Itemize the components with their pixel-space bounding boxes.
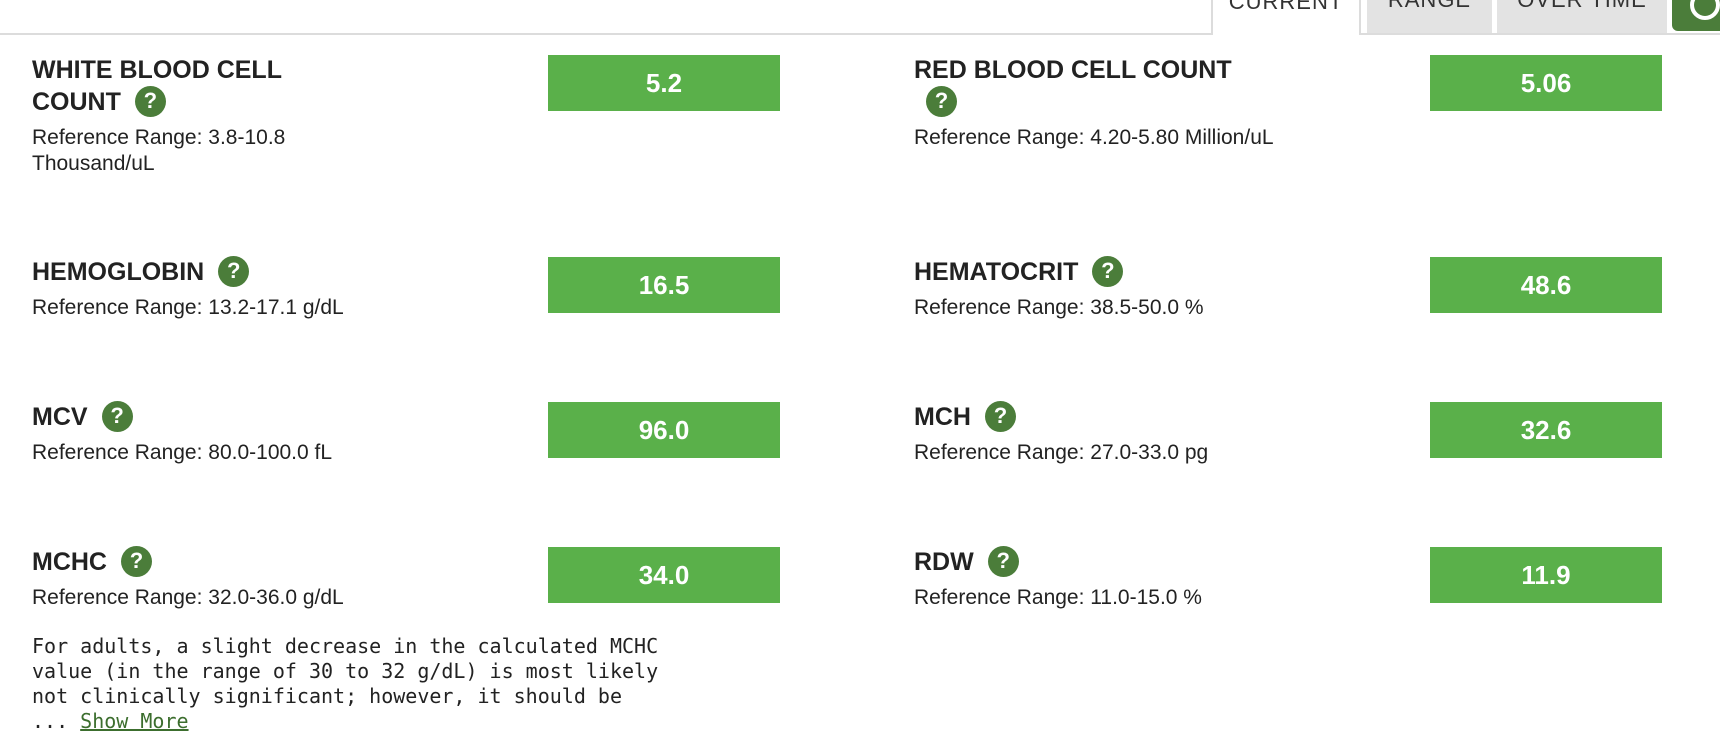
reference-range: Reference Range: 13.2-17.1 g/dL: [32, 295, 344, 319]
help-icon[interactable]: ?: [1092, 255, 1124, 287]
help-icon[interactable]: ?: [121, 545, 152, 577]
result-name: HEMATOCRIT?: [914, 255, 1374, 289]
result-red-blood-cell-count: RED BLOOD CELL COUNT ? Reference Range: …: [914, 54, 1344, 151]
result-value: 34.0: [548, 547, 780, 603]
result-name: HEMOGLOBIN?: [32, 255, 492, 289]
result-value: 11.9: [1430, 547, 1662, 603]
result-name: MCH?: [914, 400, 1374, 434]
result-name: RDW?: [914, 545, 1374, 579]
reference-range: Reference Range: 4.20-5.80 Million/uL: [914, 125, 1274, 149]
result-name: RED BLOOD CELL COUNT ?: [914, 54, 1344, 119]
info-icon: [1690, 0, 1720, 20]
tab-range[interactable]: RANGE: [1367, 0, 1492, 33]
reference-range: Reference Range: 3.8-10.8 Thousand/uL: [32, 125, 286, 175]
result-value: 32.6: [1430, 402, 1662, 458]
reference-range: Reference Range: 32.0-36.0 g/dL: [32, 585, 344, 609]
result-value: 48.6: [1430, 257, 1662, 313]
result-hemoglobin: HEMOGLOBIN? Reference Range: 13.2-17.1 g…: [32, 255, 492, 321]
help-icon[interactable]: ?: [984, 400, 1016, 432]
tab-over-time[interactable]: OVER TIME: [1497, 0, 1667, 33]
result-value: 96.0: [548, 402, 780, 458]
reference-range: Reference Range: 38.5-50.0 %: [914, 295, 1204, 319]
result-mcv: MCV? Reference Range: 80.0-100.0 fL: [32, 400, 492, 466]
help-icon[interactable]: ?: [101, 400, 133, 432]
reference-range: Reference Range: 27.0-33.0 pg: [914, 440, 1209, 464]
reference-range: Reference Range: 80.0-100.0 fL: [32, 440, 333, 464]
show-more-link[interactable]: Show More: [80, 709, 189, 733]
reference-range: Reference Range: 11.0-15.0 %: [914, 585, 1202, 609]
result-name: MCV?: [32, 400, 492, 434]
result-hematocrit: HEMATOCRIT? Reference Range: 38.5-50.0 %: [914, 255, 1374, 321]
view-tabs: CURRENT RANGE OVER TIME: [0, 0, 1720, 35]
result-value: 5.06: [1430, 55, 1662, 111]
result-mch: MCH? Reference Range: 27.0-33.0 pg: [914, 400, 1374, 466]
info-tab-button[interactable]: [1672, 0, 1720, 31]
help-icon[interactable]: ?: [987, 545, 1019, 577]
result-white-blood-cell-count: WHITE BLOOD CELL COUNT? Reference Range:…: [32, 54, 452, 177]
result-mchc: MCHC? Reference Range: 32.0-36.0 g/dL: [32, 545, 492, 611]
result-value: 5.2: [548, 55, 780, 111]
help-icon[interactable]: ?: [926, 85, 957, 117]
mchc-note: For adults, a slight decrease in the cal…: [32, 634, 659, 733]
result-value: 16.5: [548, 257, 780, 313]
result-name: MCHC?: [32, 545, 492, 579]
result-rdw: RDW? Reference Range: 11.0-15.0 %: [914, 545, 1374, 611]
help-icon[interactable]: ?: [218, 255, 250, 287]
tab-current[interactable]: CURRENT: [1211, 0, 1361, 35]
help-icon[interactable]: ?: [134, 85, 166, 117]
result-name: WHITE BLOOD CELL COUNT?: [32, 56, 282, 117]
